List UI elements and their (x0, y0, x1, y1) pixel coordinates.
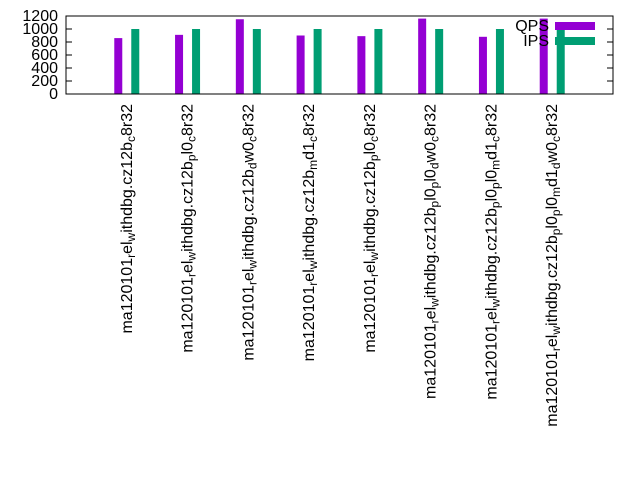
y-tick-label: 1000 (22, 21, 58, 38)
bar-qps-7 (478, 36, 487, 94)
x-category-label: ma120101relwithdbg.cz12bpl0pl0md1c8r32 (483, 104, 502, 400)
bar-ips-7 (495, 29, 504, 94)
y-tick-label: 0 (49, 86, 58, 103)
x-category-label: ma120101relwithdbg.cz12bc8r32 (119, 104, 138, 334)
x-category-label: ma120101relwithdbg.cz12bpl0c8r32 (362, 104, 381, 353)
x-category-label: ma120101relwithdbg.cz12bdw0c8r32 (240, 104, 259, 361)
bar-qps-6 (418, 18, 427, 95)
bar-ips-1 (131, 29, 140, 94)
bar-qps-8 (539, 18, 548, 95)
x-axis-category-labels: ma120101relwithdbg.cz12bc8r32 ma120101rel… (119, 104, 563, 427)
y-tick-label: 600 (31, 47, 58, 64)
bar-qps-3 (235, 19, 244, 94)
x-category-label: ma120101relwithdbg.cz12bmd1c8r32 (301, 104, 320, 361)
bar-ips-3 (252, 29, 261, 94)
y-tick-label: 800 (31, 34, 58, 51)
bar-ips-5 (374, 29, 383, 94)
x-category-label: ma120101relwithdbg.cz12bpl0pl0md1dw0c8r3… (544, 104, 563, 427)
bar-ips-4 (313, 29, 322, 94)
legend-label-qps: QPS (515, 18, 549, 35)
y-tick-label: 1200 (22, 8, 58, 25)
bar-qps-2 (175, 34, 184, 94)
bar-qps-1 (114, 38, 123, 94)
x-category-label: ma120101relwithdbg.cz12bpl0pl0dw0c8r32 (423, 104, 442, 399)
y-tick-label: 400 (31, 60, 58, 77)
legend-swatch-ips (555, 37, 595, 45)
bar-ips-2 (192, 29, 201, 94)
bar-qps-5 (357, 36, 366, 94)
bar-ips-6 (435, 29, 444, 94)
y-tick-label: 200 (31, 73, 58, 90)
bar-qps-4 (296, 35, 305, 94)
bars-group (114, 18, 565, 95)
legend-swatch-qps (555, 22, 595, 30)
legend-label-ips: IPS (523, 33, 549, 50)
x-category-label: ma120101relwithdbg.cz12bpl0c8r32 (180, 104, 199, 353)
bar-ips-8 (556, 29, 565, 94)
